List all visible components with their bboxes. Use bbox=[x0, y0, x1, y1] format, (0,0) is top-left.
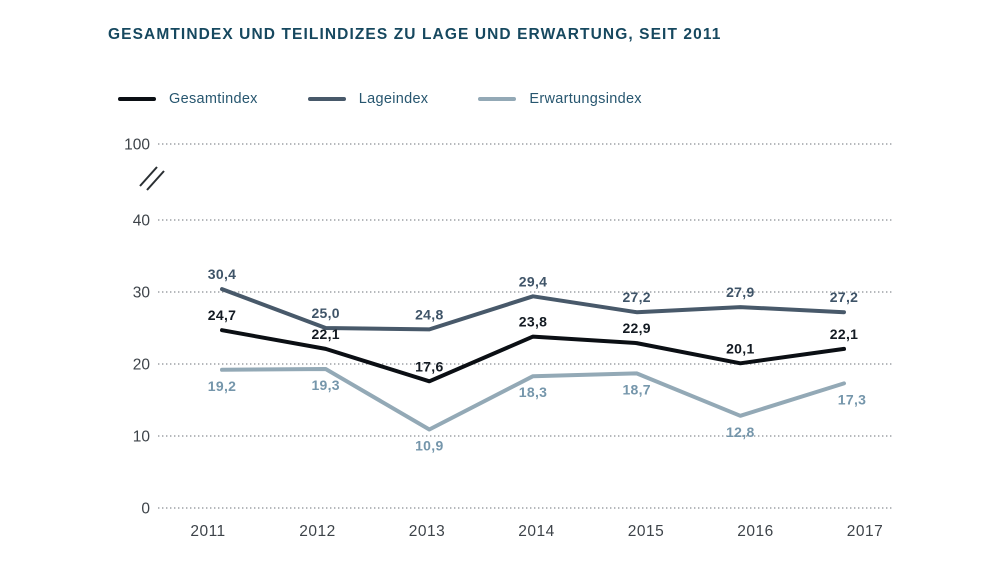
legend-item-gesamtindex: Gesamtindex bbox=[118, 91, 258, 107]
legend-swatch-gesamtindex bbox=[118, 97, 156, 101]
data-label-lageindex-2012: 25,0 bbox=[311, 305, 339, 321]
data-label-lageindex-2017: 27,2 bbox=[830, 289, 858, 305]
legend-swatch-erwartungsindex bbox=[478, 97, 517, 101]
series-line-gesamtindex bbox=[220, 328, 847, 384]
legend-label: Gesamtindex bbox=[169, 91, 258, 107]
legend-item-lageindex: Lageindex bbox=[307, 91, 429, 107]
legend-swatch-lageindex bbox=[307, 97, 346, 101]
data-label-erwartungsindex-2012: 19,3 bbox=[311, 377, 339, 393]
data-label-lageindex-2016: 27,9 bbox=[726, 284, 754, 300]
y-axis-label-0: 0 bbox=[141, 501, 150, 518]
data-label-lageindex-2014: 29,4 bbox=[519, 273, 547, 289]
chart-title: GESAMTINDEX UND TEILINDIZES ZU LAGE UND … bbox=[108, 26, 722, 43]
data-label-erwartungsindex-2015: 18,7 bbox=[622, 381, 650, 397]
x-axis-label-2017: 2017 bbox=[847, 523, 883, 540]
y-axis-label-20: 20 bbox=[133, 357, 151, 374]
y-axis-label-30: 30 bbox=[133, 285, 151, 302]
data-label-gesamtindex-2011: 24,7 bbox=[208, 307, 236, 323]
data-label-gesamtindex-2015: 22,9 bbox=[622, 320, 650, 336]
y-axis-label-10: 10 bbox=[133, 429, 151, 446]
legend: Gesamtindex Lageindex Erwartungsindex bbox=[118, 90, 642, 108]
data-label-lageindex-2013: 24,8 bbox=[415, 306, 443, 322]
data-label-gesamtindex-2014: 23,8 bbox=[519, 314, 547, 330]
data-label-lageindex-2015: 27,2 bbox=[622, 289, 650, 305]
y-axis-label-40: 40 bbox=[133, 213, 151, 230]
legend-label: Lageindex bbox=[358, 91, 429, 107]
x-axis-label-2013: 2013 bbox=[409, 523, 445, 540]
x-axis-label-2015: 2015 bbox=[628, 523, 664, 540]
legend-label: Erwartungsindex bbox=[529, 91, 642, 107]
axis-break-icon bbox=[139, 166, 158, 187]
data-label-gesamtindex-2012: 22,1 bbox=[311, 326, 339, 342]
x-axis-label-2012: 2012 bbox=[299, 523, 335, 540]
axis-break-icon bbox=[146, 170, 165, 191]
data-label-erwartungsindex-2011: 19,2 bbox=[208, 378, 236, 394]
data-label-erwartungsindex-2014: 18,3 bbox=[519, 384, 547, 400]
data-label-lageindex-2011: 30,4 bbox=[208, 266, 236, 282]
data-label-gesamtindex-2016: 20,1 bbox=[726, 340, 754, 356]
series-line-lageindex bbox=[220, 287, 847, 332]
legend-item-erwartungsindex: Erwartungsindex bbox=[478, 91, 642, 107]
data-label-erwartungsindex-2016: 12,8 bbox=[726, 424, 754, 440]
x-axis-label-2016: 2016 bbox=[737, 523, 773, 540]
data-label-gesamtindex-2013: 17,6 bbox=[415, 358, 443, 374]
x-axis-label-2011: 2011 bbox=[190, 523, 225, 540]
data-label-erwartungsindex-2013: 10,9 bbox=[415, 438, 443, 454]
data-label-gesamtindex-2017: 22,1 bbox=[830, 326, 858, 342]
series-line-erwartungsindex bbox=[220, 367, 847, 432]
x-axis-label-2014: 2014 bbox=[518, 523, 554, 540]
y-axis-label-100: 100 bbox=[124, 137, 150, 154]
data-label-erwartungsindex-2017: 17,3 bbox=[838, 391, 866, 407]
